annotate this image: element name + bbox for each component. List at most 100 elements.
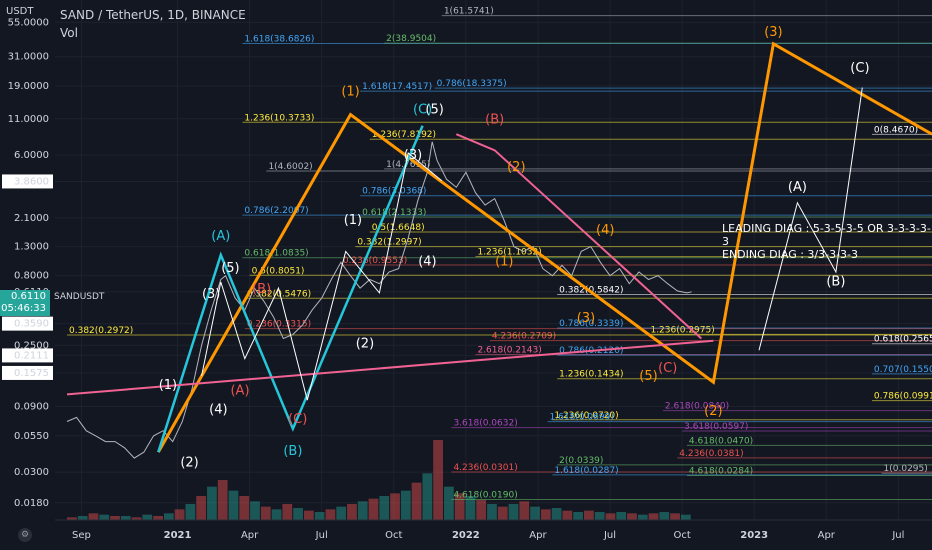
volume-bar xyxy=(357,501,368,520)
volume-bar xyxy=(454,493,465,520)
volume-bar xyxy=(239,496,250,520)
wave-label: (4) xyxy=(418,254,436,269)
volume-bar xyxy=(325,509,336,520)
y-tick-label: 11.0000 xyxy=(8,114,49,125)
volume-bar xyxy=(250,501,260,520)
volume-bar xyxy=(573,512,584,520)
x-tick-label: Apr xyxy=(818,530,836,541)
volume-bar xyxy=(379,496,390,520)
x-tick-label: Apr xyxy=(529,530,547,541)
volume-bar xyxy=(508,504,519,520)
x-tick-label: Oct xyxy=(673,530,690,541)
fib-label: 1.236(0.0720) xyxy=(554,411,618,421)
volume-bar xyxy=(627,513,637,520)
x-axis: Sep 2021 Apr Jul Oct 2022 Apr Jul Oct 2023 Apr Jul xyxy=(55,519,932,550)
fib-label: 2(38.9504) xyxy=(386,34,436,44)
wave-label: (5) xyxy=(221,261,239,276)
fib-label: 4.236(0.0381) xyxy=(679,449,743,459)
wave-line xyxy=(758,87,863,351)
volume-bar xyxy=(411,482,422,520)
volume-bar xyxy=(443,486,454,520)
price-tag: 0.6110 05:46:33 xyxy=(0,290,50,316)
volume-bar xyxy=(67,517,77,520)
fib-label: 0.236(0.3315) xyxy=(247,320,311,330)
volume-bar xyxy=(336,506,347,520)
volume-bar xyxy=(659,512,670,520)
settings-icon[interactable]: ⚙ xyxy=(18,528,32,542)
diagonal-notes: LEADING DIAG : 5-3-5-3-5 OR 3-3-3-3-3 EN… xyxy=(722,222,932,261)
volume-bar xyxy=(519,501,530,520)
volume-bar xyxy=(142,514,153,520)
fib-label: 3.618(0.0632) xyxy=(453,419,517,429)
x-tick-label: Jul xyxy=(891,530,904,541)
volume-bar xyxy=(551,508,562,520)
volume-bar xyxy=(670,513,680,520)
fib-label: 3.618(0.0597) xyxy=(684,422,748,432)
wave-line xyxy=(455,133,702,340)
volume-bar xyxy=(110,516,120,520)
fib-label: 1(0.0295) xyxy=(884,464,928,474)
x-tick-label: Apr xyxy=(241,530,259,541)
volume-bar xyxy=(347,504,357,520)
fib-label: 4.618(0.0284) xyxy=(689,466,753,476)
volume-label: Vol xyxy=(60,26,78,40)
y-tick-label: 0.1575 xyxy=(14,368,49,379)
grid xyxy=(55,0,932,520)
x-tick-label: 2022 xyxy=(452,530,480,541)
volume-bar xyxy=(680,514,691,520)
fib-label: 1.236(7.8192) xyxy=(372,130,436,140)
wave-label: (2) xyxy=(180,455,198,470)
fib-label: 4.618(0.0190) xyxy=(453,491,517,501)
wave-label: (2) xyxy=(507,160,525,175)
y-tick-label: 6.0000 xyxy=(14,150,49,161)
volume-bar xyxy=(497,506,508,520)
wave-label: (A) xyxy=(788,180,807,195)
volume-bar xyxy=(174,509,185,520)
y-tick-label: 0.0300 xyxy=(14,467,49,478)
fib-label: 0(8.4670) xyxy=(874,125,918,135)
fib-label: 1(4.7615) xyxy=(386,160,430,170)
wave-line xyxy=(201,152,443,401)
volume-bar xyxy=(260,506,271,520)
wave-line xyxy=(156,41,932,453)
fib-label: 0.236(0.9553) xyxy=(343,256,407,266)
wave-line xyxy=(66,339,714,396)
fib-label: 0.786(18.3375) xyxy=(437,79,507,89)
volume-bar xyxy=(293,508,303,520)
symbol-tag: SANDUSDT xyxy=(54,292,105,302)
volume-bar xyxy=(196,496,207,520)
y-tick-label: 55.0000 xyxy=(8,17,49,28)
fib-label: 1.618(0.0287) xyxy=(554,466,618,476)
wave-label: (C) xyxy=(288,412,307,427)
fib-label: 0.618(2.1333) xyxy=(362,208,426,218)
y-tick-label: 1.3000 xyxy=(14,242,49,253)
wave-label: (1) xyxy=(344,213,362,228)
fib-label: 1.236(0.2975) xyxy=(650,325,714,335)
wave-label: (B) xyxy=(252,282,271,297)
volume-bar xyxy=(594,512,605,520)
fib-label: 1.236(0.1434) xyxy=(559,370,623,380)
fib-label: 2(0.0339) xyxy=(559,456,603,466)
wave-label: (4) xyxy=(209,402,227,417)
volume-bar xyxy=(368,498,379,520)
y-tick-highlight xyxy=(2,365,53,380)
volume-bar xyxy=(637,514,648,520)
wave-label: (5) xyxy=(425,103,443,118)
fib-label: 0.618(1.0835) xyxy=(244,249,308,259)
y-tick-highlight xyxy=(2,348,53,363)
x-tick-label: Jul xyxy=(603,530,616,541)
wave-label: (A) xyxy=(230,383,249,398)
wave-lines xyxy=(66,41,932,453)
note-leading: LEADING DIAG : 5-3-5-3-5 OR 3-3-3-3-3 xyxy=(722,222,931,248)
fib-label: 0.382(0.5476) xyxy=(247,289,311,299)
volume-bar xyxy=(77,516,88,520)
y-tick-label: 0.8000 xyxy=(14,271,49,282)
volume-bar xyxy=(314,512,325,520)
wave-label: (3) xyxy=(404,148,422,163)
fib-label: 0.786(2.2007) xyxy=(244,206,308,216)
fib-label: 4.236(0.0301) xyxy=(453,463,517,473)
volume-bar xyxy=(433,440,443,520)
volume-bar xyxy=(153,516,163,520)
x-tick-label: Sep xyxy=(72,530,91,541)
